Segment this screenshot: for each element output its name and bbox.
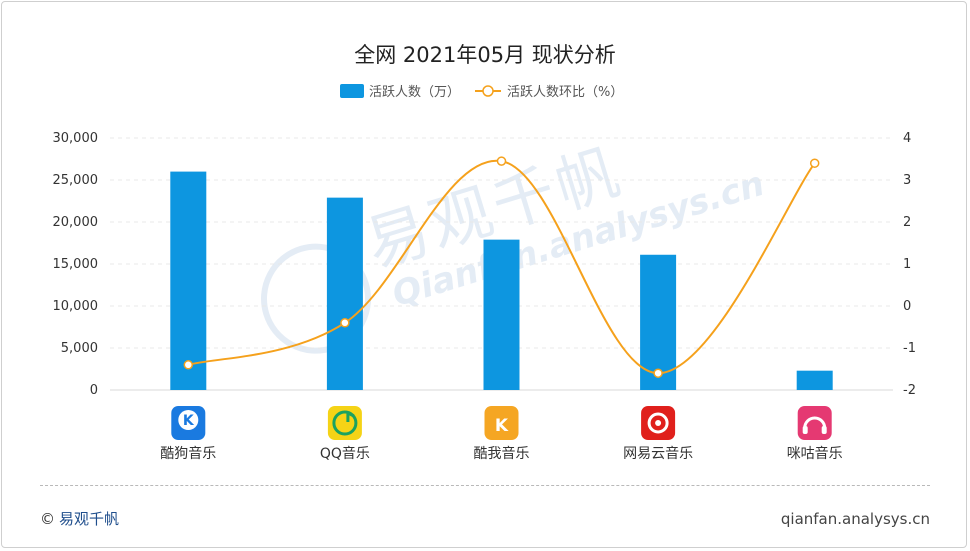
y-left-tick-label: 25,000 — [53, 173, 99, 188]
line-point — [340, 318, 350, 328]
x-category-label: 网易云音乐 — [623, 445, 693, 462]
y-axis-right: 4 3 2 1 0 -1 -2 — [903, 131, 916, 398]
x-axis-categories: K 酷狗音乐 QQ音乐 K 酷我音乐 网易云音乐 咪咕音乐 — [160, 406, 843, 462]
footer-divider — [40, 485, 930, 486]
chart-title: 全网 2021年05月 现状分析 — [354, 43, 616, 67]
legend-line-marker — [482, 85, 494, 97]
kuwo-icon: K — [484, 406, 519, 440]
icon-circle — [647, 412, 669, 434]
y-left-tick-label: 0 — [90, 383, 98, 398]
combo-chart: 全网 2021年05月 现状分析 活跃人数（万） 活跃人数环比（%） 30,000… — [53, 43, 916, 462]
copyright-symbol: © — [40, 510, 55, 528]
line-point — [653, 368, 663, 378]
icon-glyph: K — [495, 416, 509, 436]
bar — [326, 197, 363, 390]
y-right-tick-label: 1 — [903, 257, 911, 272]
netease-music-icon — [641, 406, 676, 440]
y-left-tick-label: 5,000 — [61, 341, 98, 356]
icon-dot — [655, 420, 662, 426]
line-series — [183, 156, 820, 378]
qq-music-icon — [327, 406, 362, 440]
y-right-tick-label: 3 — [903, 173, 911, 188]
line-path — [188, 159, 816, 375]
y-right-tick-label: -2 — [903, 383, 916, 398]
y-right-tick-label: 0 — [903, 299, 911, 314]
app-icon-bg — [484, 406, 519, 440]
bar — [170, 171, 207, 390]
legend-label-line: 活跃人数环比（%） — [507, 85, 623, 100]
bar-series — [170, 171, 833, 390]
y-left-tick-label: 15,000 — [53, 257, 99, 272]
icon-headphones — [803, 416, 827, 429]
x-category-label: 酷我音乐 — [474, 445, 530, 462]
x-category-label: 咪咕音乐 — [787, 445, 843, 462]
icon-glyph: K — [183, 413, 195, 429]
bar — [796, 370, 833, 390]
y-right-tick-label: 2 — [903, 215, 911, 230]
y-right-tick-label: -1 — [903, 341, 916, 356]
icon-note — [346, 410, 355, 422]
line-point — [809, 158, 820, 168]
y-left-tick-label: 30,000 — [53, 131, 99, 146]
bar — [483, 239, 520, 390]
line-point — [183, 360, 194, 370]
legend-label-bar: 活跃人数（万） — [369, 85, 460, 100]
y-right-tick-label: 4 — [903, 131, 911, 146]
x-category-label: 酷狗音乐 — [160, 445, 216, 462]
bar — [640, 254, 677, 390]
kugou-icon: K — [171, 406, 206, 440]
y-left-tick-label: 20,000 — [53, 215, 99, 230]
icon-ear-right — [821, 426, 827, 434]
footer-site[interactable]: qianfan.analysys.cn — [780, 510, 930, 528]
footer-brand-name: 易观千帆 — [59, 510, 120, 528]
migu-music-icon — [797, 406, 832, 440]
line-point — [496, 156, 507, 166]
icon-circle — [178, 410, 199, 430]
y-left-tick-label: 10,000 — [53, 299, 99, 314]
x-category-label: QQ音乐 — [320, 445, 370, 462]
icon-circle — [332, 410, 358, 436]
icon-ear-left — [802, 426, 808, 434]
legend[interactable]: 活跃人数（万） 活跃人数环比（%） — [340, 84, 623, 100]
legend-bar-swatch — [340, 84, 364, 98]
footer-brand: © 易观千帆 — [40, 508, 119, 529]
app-icon-bg — [797, 406, 832, 440]
y-axis-left: 30,000 25,000 20,000 15,000 10,000 5,000 0 — [53, 131, 99, 398]
